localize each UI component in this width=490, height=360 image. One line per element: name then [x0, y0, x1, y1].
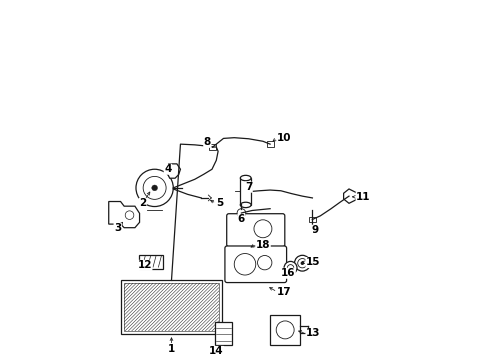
Circle shape	[258, 256, 272, 270]
Text: 8: 8	[204, 138, 211, 147]
Ellipse shape	[240, 175, 251, 181]
Circle shape	[152, 185, 157, 191]
Text: 4: 4	[164, 164, 171, 174]
Text: 9: 9	[311, 225, 318, 235]
Circle shape	[125, 211, 134, 220]
Text: 10: 10	[277, 133, 292, 143]
FancyBboxPatch shape	[225, 246, 287, 283]
Polygon shape	[167, 164, 180, 178]
Circle shape	[234, 253, 256, 275]
Circle shape	[284, 261, 297, 274]
Bar	[309, 217, 316, 222]
Text: 11: 11	[356, 192, 370, 202]
Circle shape	[300, 261, 304, 265]
Text: 17: 17	[277, 287, 292, 297]
Text: 6: 6	[238, 215, 245, 224]
Ellipse shape	[240, 202, 251, 208]
Text: 7: 7	[245, 182, 252, 192]
Text: 14: 14	[209, 346, 223, 356]
Text: 3: 3	[114, 224, 122, 233]
Bar	[124, 283, 219, 331]
Circle shape	[136, 169, 173, 207]
Bar	[240, 178, 251, 205]
Text: 12: 12	[137, 260, 152, 270]
Text: 2: 2	[139, 198, 147, 208]
Text: 16: 16	[281, 268, 295, 278]
Circle shape	[254, 220, 272, 238]
Bar	[122, 280, 221, 334]
Circle shape	[294, 255, 310, 271]
Bar	[270, 315, 300, 345]
Text: 18: 18	[256, 239, 270, 249]
Text: 1: 1	[168, 343, 175, 354]
Polygon shape	[343, 189, 358, 203]
FancyBboxPatch shape	[227, 214, 285, 247]
Bar	[215, 322, 232, 345]
Circle shape	[237, 209, 245, 217]
Bar	[139, 255, 163, 269]
Bar	[209, 144, 216, 150]
Text: 5: 5	[216, 198, 223, 208]
Text: 13: 13	[306, 328, 320, 338]
Polygon shape	[109, 202, 140, 228]
Bar	[267, 141, 274, 147]
Text: 15: 15	[306, 257, 320, 267]
